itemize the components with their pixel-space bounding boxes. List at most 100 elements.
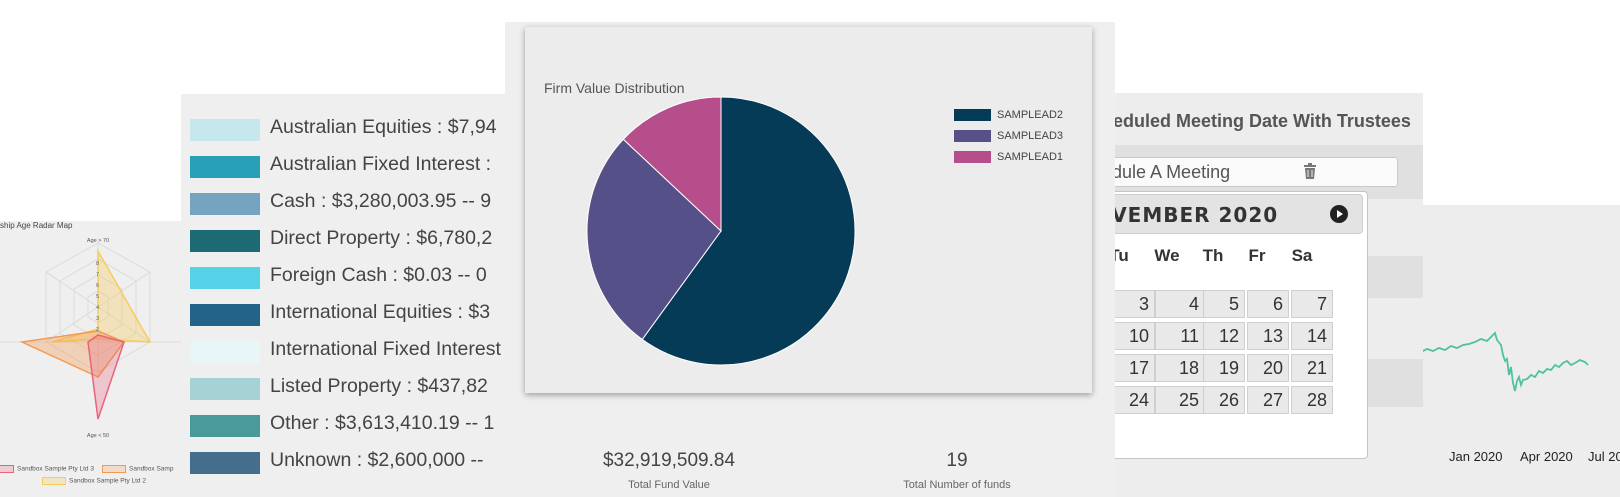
pie-chart-card: Firm Value Distribution SAMPLEAD2 SAMPLE… (525, 27, 1092, 393)
radar-chart-panel: ship Age Radar Map Age > 70 Age < 50 8 7… (0, 221, 183, 497)
weekday-label: Sa (1291, 246, 1313, 265)
line-chart-panel: 19 Jan 2020 Apr 2020 Jul 20 (1395, 205, 1620, 497)
pie-chart (586, 96, 856, 366)
calendar-day[interactable]: 19 (1203, 354, 1245, 382)
x-axis-tick-label: Jul 20 (1588, 449, 1620, 464)
legend-swatch (190, 230, 260, 252)
x-axis-tick-label: Jan 2020 (1449, 449, 1503, 464)
legend-swatch (190, 193, 260, 215)
calendar-day[interactable]: 28 (1291, 386, 1333, 414)
total-fund-value: $32,919,509.84 (602, 450, 736, 471)
legend-label: Unknown : $2,600,000 -- (270, 449, 484, 471)
legend-label: SAMPLEAD1 (997, 151, 1064, 163)
legend-swatch (102, 465, 126, 473)
calendar-day[interactable]: 17 (1113, 354, 1155, 382)
legend-label: Sandbox Sample Pty Ltd 2 (69, 477, 146, 485)
asset-allocation-legend: Australian Equities : $7,94 Australian F… (181, 94, 522, 497)
legend-swatch (190, 304, 260, 326)
fund-count: 19 (946, 450, 968, 471)
calendar-day[interactable]: 11 (1155, 322, 1205, 350)
legend-swatch (190, 267, 260, 289)
calendar-day[interactable]: 6 (1247, 290, 1289, 318)
radar-series-3 (51, 248, 152, 343)
radar-tick-label: 4 (96, 305, 99, 311)
calendar-day[interactable]: 21 (1291, 354, 1333, 382)
calendar-day[interactable]: 24 (1113, 386, 1155, 414)
legend-swatch (42, 477, 66, 485)
calendar-day[interactable]: 7 (1291, 290, 1333, 318)
radar-series-1 (87, 334, 125, 420)
calendar-day[interactable]: 27 (1247, 386, 1289, 414)
radar-legend-item[interactable]: Sandbox Sample Pty Ltd 3 (0, 465, 94, 473)
radar-tick-label: 8 (96, 261, 99, 267)
pie-chart-title: Firm Value Distribution (544, 80, 685, 96)
pie-legend-item[interactable]: SAMPLEAD3 (954, 130, 1064, 143)
legend-swatch (190, 119, 260, 141)
fund-count-label: Total Number of funds (903, 479, 1011, 491)
legend-label: SAMPLEAD2 (997, 109, 1064, 121)
calendar-day[interactable]: 20 (1247, 354, 1289, 382)
legend-label: SAMPLEAD3 (997, 130, 1064, 142)
legend-swatch (954, 109, 991, 122)
legend-swatch (190, 341, 260, 363)
radar-tick-label: 7 (96, 272, 99, 278)
radar-tick-label: 2 (96, 327, 99, 333)
radar-axis-top-label: Age > 70 (87, 238, 109, 244)
radar-legend-item[interactable]: Sandbox Sample Pty Ltd 2 (42, 477, 146, 485)
legend-swatch (0, 465, 14, 473)
calendar-day[interactable]: 25 (1155, 386, 1205, 414)
calendar-day[interactable]: 12 (1203, 322, 1245, 350)
radar-chart-title: ship Age Radar Map (0, 221, 73, 230)
pie-slice-samplead2[interactable] (641, 96, 856, 366)
legend-label: Foreign Cash : $0.03 -- 0 (270, 264, 487, 286)
trash-icon[interactable] (1303, 163, 1317, 179)
weekday-label: Th (1202, 246, 1224, 265)
radar-tick-label: 6 (96, 283, 99, 289)
radar-chart: Age > 70 Age < 50 8 7 6 5 4 3 2 (0, 238, 183, 439)
legend-label: Direct Property : $6,780,2 (270, 227, 493, 249)
weekday-label: We (1154, 246, 1180, 265)
radar-tick-label: 3 (96, 316, 99, 322)
datepicker: NOVEMBER 2020 o Tu We Th Fr Sa 234567910… (1080, 191, 1368, 459)
legend-label: Sandbox Samp (129, 465, 174, 473)
pie-slice-samplead1[interactable] (622, 96, 722, 233)
circle-arrow-right-icon[interactable] (1330, 205, 1348, 223)
calendar-day[interactable]: 26 (1203, 386, 1245, 414)
legend-label: Other : $3,613,410.19 -- 1 (270, 412, 495, 434)
radar-axis-bottom-label: Age < 50 (87, 433, 109, 439)
weekday-label: Fr (1248, 246, 1266, 265)
legend-swatch (954, 130, 991, 143)
pie-legend-item[interactable]: SAMPLEAD2 (954, 109, 1064, 122)
calendar-day[interactable]: 4 (1155, 290, 1205, 318)
legend-label: Australian Fixed Interest : (270, 153, 492, 175)
legend-swatch (190, 156, 260, 178)
calendar-day[interactable]: 3 (1113, 290, 1155, 318)
calendar-day[interactable]: 14 (1291, 322, 1333, 350)
legend-label: Cash : $3,280,003.95 -- 9 (270, 190, 492, 212)
calendar-day[interactable]: 13 (1247, 322, 1289, 350)
legend-swatch (190, 378, 260, 400)
meeting-heading: eduled Meeting Date With Trustees (1113, 111, 1411, 131)
legend-label: Australian Equities : $7,94 (270, 116, 497, 138)
legend-label: International Equities : $3 (270, 301, 491, 323)
pie-slice-samplead3[interactable] (586, 138, 722, 341)
pie-legend-item[interactable]: SAMPLEAD1 (954, 151, 1064, 164)
line-chart (1395, 331, 1589, 392)
calendar-day[interactable]: 10 (1113, 322, 1155, 350)
schedule-meeting-input[interactable] (1113, 157, 1398, 187)
line-chart-series (1395, 331, 1589, 392)
x-axis-tick-label: Apr 2020 (1520, 449, 1573, 464)
legend-label: Listed Property : $437,82 (270, 375, 488, 397)
calendar-day[interactable]: 5 (1203, 290, 1245, 318)
calendar-day[interactable]: 18 (1155, 354, 1205, 382)
legend-swatch (954, 151, 991, 164)
radar-series-2 (19, 330, 126, 378)
legend-label: International Fixed Interest (270, 338, 501, 360)
total-fund-value-label: Total Fund Value (628, 479, 710, 491)
legend-swatch (190, 452, 260, 474)
radar-tick-label: 5 (96, 294, 99, 300)
legend-label: Sandbox Sample Pty Ltd 3 (17, 465, 94, 473)
legend-swatch (190, 415, 260, 437)
datepicker-header: NOVEMBER 2020 (1081, 194, 1363, 234)
radar-legend-item[interactable]: Sandbox Samp (102, 465, 173, 473)
